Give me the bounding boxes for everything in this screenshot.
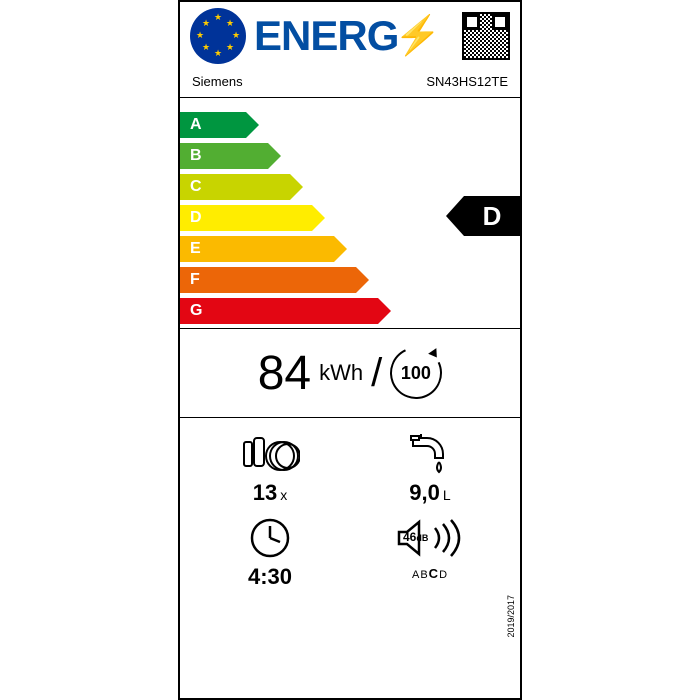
energy-label: ★ ★ ★ ★ ★ ★ ★ ★ ENERG⚡ Siemens SN43HS12T… [178,0,522,700]
qr-code-icon [462,12,510,60]
kwh-value: 84 [258,346,311,401]
spec-capacity: 13 x [210,432,330,506]
efficiency-scale: A B C D E F G D [180,98,520,328]
brand-name: Siemens [192,74,243,89]
specifications: 13 x 9,0 L [180,418,520,600]
efficiency-class-f: F [180,265,520,294]
noise-class-scale: ABCD [412,566,448,581]
spec-noise: 46dB ABCD [370,516,490,590]
speaker-icon: 46dB [395,516,465,560]
header: ★ ★ ★ ★ ★ ★ ★ ★ ENERG⚡ [180,2,520,70]
tap-icon [405,432,455,476]
energy-consumption: 84 kWh / 100 [180,328,520,418]
spec-duration: 4:30 [210,516,330,590]
dishes-icon [240,432,300,476]
spec-water: 9,0 L [370,432,490,506]
model-number: SN43HS12TE [426,74,508,89]
product-rating: D [464,196,520,236]
regulation-number: 2019/2017 [506,595,516,638]
product-rating-arrow: D [446,196,520,236]
eu-flag-icon: ★ ★ ★ ★ ★ ★ ★ ★ [190,8,246,64]
energy-title: ENERG⚡ [254,12,454,60]
product-info: Siemens SN43HS12TE [180,70,520,98]
clock-icon [248,516,292,560]
bolt-icon: ⚡ [394,14,440,58]
efficiency-class-e: E [180,234,520,263]
efficiency-class-a: A [180,110,520,139]
cycles-icon: 100 [383,340,450,407]
efficiency-class-g: G [180,296,520,325]
efficiency-class-b: B [180,141,520,170]
kwh-unit: kWh [319,360,363,386]
